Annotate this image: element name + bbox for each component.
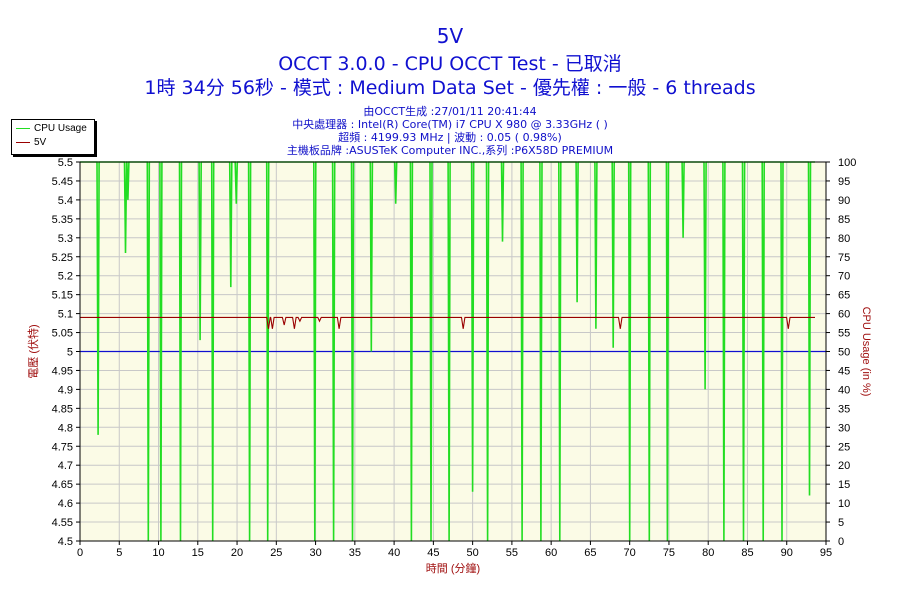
voltage-series xyxy=(80,316,815,329)
x-tick-label: 40 xyxy=(388,547,400,559)
x-tick-label: 45 xyxy=(427,547,439,559)
y-right-tick-label: 85 xyxy=(838,214,850,226)
y-right-tick-label: 35 xyxy=(838,403,850,415)
legend-swatch-5v xyxy=(16,141,30,143)
y-right-tick-label: 95 xyxy=(838,176,850,188)
y-left-tick-label: 4.65 xyxy=(52,479,73,491)
y-left-tick-label: 5.15 xyxy=(52,290,73,302)
chart-subtitle: OCCT 3.0.0 - CPU OCCT Test - 已取消 xyxy=(278,53,622,75)
y-left-tick-label: 5.5 xyxy=(58,157,73,169)
y-right-tick-label: 50 xyxy=(838,347,850,359)
x-tick-label: 20 xyxy=(231,547,243,559)
y-left-tick-label: 5.1 xyxy=(58,309,73,321)
clock-info: 超頻 : 4199.93 MHz | 波動 : 0.05 ( 0.98%) xyxy=(338,131,562,144)
x-axis-title: 時間 (分鐘) xyxy=(426,561,480,575)
y-left-tick-label: 5.25 xyxy=(52,252,73,264)
x-tick-label: 65 xyxy=(584,547,596,559)
x-tick-label: 10 xyxy=(152,547,164,559)
y-right-tick-label: 10 xyxy=(838,498,850,510)
y-left-tick-label: 4.7 xyxy=(58,460,73,472)
y-left-tick-label: 5.3 xyxy=(58,233,73,245)
x-tick-label: 15 xyxy=(192,547,204,559)
x-tick-label: 80 xyxy=(702,547,714,559)
y-left-tick-label: 5 xyxy=(67,347,73,359)
y-right-tick-label: 55 xyxy=(838,328,850,340)
y-left-tick-label: 5.05 xyxy=(52,328,73,340)
x-tick-label: 25 xyxy=(270,547,282,559)
legend-item-cpu: CPU Usage xyxy=(16,123,87,137)
x-tick-label: 55 xyxy=(506,547,518,559)
x-tick-label: 35 xyxy=(349,547,361,559)
chart-title: 5V xyxy=(436,24,464,48)
y-right-tick-label: 45 xyxy=(838,365,850,377)
y-left-tick-label: 5.2 xyxy=(58,271,73,283)
x-tick-label: 75 xyxy=(663,547,675,559)
x-tick-label: 5 xyxy=(116,547,122,559)
board-info: 主機板品牌 :ASUSTeK Computer INC.,系列 :P6X58D … xyxy=(286,144,614,157)
x-tick-label: 30 xyxy=(309,547,321,559)
x-tick-label: 70 xyxy=(624,547,636,559)
y-left-tick-label: 4.9 xyxy=(58,384,73,396)
y-right-tick-label: 75 xyxy=(838,252,850,264)
y-left-tick-label: 4.85 xyxy=(52,403,73,415)
y-left-tick-label: 4.8 xyxy=(58,422,73,434)
legend: CPU Usage 5V xyxy=(11,119,95,155)
y-right-tick-label: 30 xyxy=(838,422,850,434)
x-tick-label: 60 xyxy=(545,547,557,559)
y-right-tick-label: 90 xyxy=(838,195,850,207)
axes: 0 5 10 15 20 25 30 35 40 45 50 55 60 65 70 75 80 85 90 954.… xyxy=(52,157,857,559)
x-tick-label: 50 xyxy=(467,547,479,559)
y-right-tick-label: 40 xyxy=(838,384,850,396)
y-right-tick-label: 65 xyxy=(838,290,850,302)
y-right-tick-label: 25 xyxy=(838,441,850,453)
y-left-tick-label: 5.4 xyxy=(58,195,73,207)
legend-label-cpu: CPU Usage xyxy=(34,123,87,134)
legend-label-5v: 5V xyxy=(34,137,47,148)
y-right-tick-label: 5 xyxy=(838,517,844,529)
y-right-tick-label: 0 xyxy=(838,536,844,548)
legend-swatch-cpu xyxy=(16,127,30,129)
y-right-tick-label: 70 xyxy=(838,271,850,283)
generated-by: 由OCCT生成 :27/01/11 20:41:44 xyxy=(363,105,537,118)
x-tick-label: 0 xyxy=(77,547,83,559)
y-left-tick-label: 5.45 xyxy=(52,176,73,188)
y-left-tick-label: 5.35 xyxy=(52,214,73,226)
y-left-tick-label: 4.6 xyxy=(58,498,73,510)
y-left-tick-label: 4.5 xyxy=(58,536,73,548)
voltage-line xyxy=(80,316,815,329)
y-left-tick-label: 4.75 xyxy=(52,441,73,453)
x-tick-label: 85 xyxy=(741,547,753,559)
y-right-tick-label: 100 xyxy=(838,157,856,169)
y-right-tick-label: 15 xyxy=(838,479,850,491)
x-tick-label: 90 xyxy=(781,547,793,559)
y-right-tick-label: 20 xyxy=(838,460,850,472)
y-axis-left-title: 電壓 (伏特) xyxy=(26,324,40,378)
cpu-info: 中央處理器 : Intel(R) Core(TM) i7 CPU X 980 @… xyxy=(292,118,608,131)
run-info-line: 1時 34分 56秒 - 模式 : Medium Data Set - 優先權 … xyxy=(144,77,756,99)
x-tick-label: 95 xyxy=(820,547,832,559)
y-right-tick-label: 60 xyxy=(838,309,850,321)
y-axis-right-title: CPU Usage (in %) xyxy=(860,307,872,397)
y-right-tick-label: 80 xyxy=(838,233,850,245)
legend-item-5v: 5V xyxy=(16,137,46,151)
y-left-tick-label: 4.55 xyxy=(52,517,73,529)
y-left-tick-label: 4.95 xyxy=(52,365,73,377)
